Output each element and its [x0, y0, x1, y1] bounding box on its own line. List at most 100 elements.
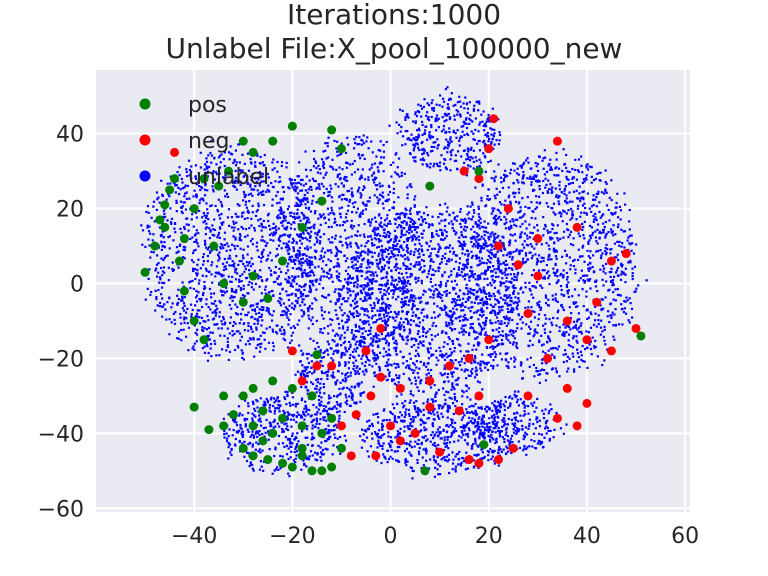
unlabel-point: [440, 308, 444, 312]
unlabel-point: [466, 254, 470, 258]
unlabel-point: [397, 212, 400, 216]
unlabel-point: [493, 247, 496, 250]
unlabel-point: [160, 293, 163, 296]
unlabel-point: [407, 116, 410, 119]
unlabel-point: [485, 334, 488, 337]
unlabel-point: [426, 368, 430, 371]
unlabel-point: [272, 281, 276, 284]
unlabel-point: [396, 216, 400, 219]
unlabel-point: [286, 265, 289, 268]
unlabel-point: [314, 413, 317, 416]
unlabel-point: [266, 399, 269, 403]
unlabel-point: [237, 346, 240, 349]
unlabel-point: [329, 300, 332, 303]
unlabel-point: [466, 369, 469, 372]
unlabel-point: [265, 309, 268, 312]
unlabel-point: [301, 370, 304, 373]
unlabel-point: [254, 161, 257, 164]
unlabel-point: [483, 277, 486, 281]
unlabel-point: [212, 228, 215, 231]
unlabel-point: [343, 410, 346, 414]
unlabel-point: [359, 289, 362, 292]
unlabel-point: [310, 188, 313, 191]
unlabel-point: [249, 441, 252, 445]
unlabel-point: [307, 226, 310, 230]
unlabel-point: [288, 277, 291, 280]
unlabel-point: [311, 419, 314, 422]
unlabel-point: [243, 265, 246, 268]
unlabel-point: [310, 202, 313, 205]
unlabel-point: [464, 96, 467, 99]
unlabel-point: [358, 135, 361, 139]
unlabel-point: [442, 128, 445, 131]
unlabel-point: [271, 227, 274, 230]
unlabel-point: [296, 432, 299, 435]
unlabel-point: [482, 226, 485, 229]
unlabel-point: [324, 428, 328, 431]
unlabel-point: [356, 329, 359, 333]
unlabel-point: [390, 364, 393, 367]
unlabel-point: [360, 250, 364, 253]
unlabel-point: [408, 138, 411, 141]
unlabel-point: [243, 399, 247, 402]
unlabel-point: [354, 295, 358, 298]
unlabel-point: [261, 255, 265, 258]
unlabel-point: [193, 342, 196, 345]
unlabel-point: [402, 321, 405, 324]
unlabel-point: [150, 290, 153, 294]
unlabel-point: [406, 186, 409, 189]
unlabel-point: [353, 369, 357, 373]
unlabel-point: [381, 202, 385, 205]
unlabel-point: [466, 132, 469, 135]
unlabel-point: [274, 425, 277, 428]
unlabel-point: [304, 436, 307, 439]
unlabel-point: [365, 241, 368, 244]
unlabel-point: [222, 274, 225, 277]
unlabel-point: [463, 107, 466, 110]
unlabel-point: [309, 337, 312, 340]
unlabel-point: [320, 158, 324, 161]
unlabel-point: [336, 403, 339, 406]
unlabel-point: [168, 333, 171, 336]
unlabel-point: [344, 361, 347, 364]
unlabel-point: [342, 220, 345, 223]
unlabel-point: [308, 408, 311, 412]
unlabel-point: [270, 274, 273, 277]
unlabel-point: [247, 430, 250, 433]
unlabel-point: [234, 312, 238, 315]
unlabel-point: [198, 309, 201, 312]
unlabel-point: [205, 160, 209, 163]
unlabel-point: [362, 345, 365, 348]
unlabel-point: [258, 448, 261, 451]
unlabel-point: [292, 459, 295, 462]
unlabel-point: [376, 355, 380, 358]
unlabel-point: [448, 337, 451, 341]
unlabel-point: [441, 232, 444, 236]
unlabel-point: [406, 288, 409, 291]
unlabel-point: [330, 225, 333, 228]
unlabel-point: [346, 291, 349, 294]
unlabel-point: [371, 163, 374, 166]
unlabel-point: [223, 436, 226, 439]
unlabel-point: [330, 357, 333, 360]
unlabel-point: [372, 357, 375, 360]
unlabel-point: [313, 212, 317, 215]
unlabel-point: [290, 413, 293, 417]
unlabel-point: [193, 304, 197, 307]
unlabel-point: [247, 405, 250, 408]
unlabel-point: [273, 409, 277, 412]
unlabel-point: [219, 246, 222, 249]
unlabel-point: [490, 364, 493, 367]
unlabel-point: [304, 400, 307, 403]
unlabel-point: [362, 308, 365, 311]
unlabel-point: [397, 381, 400, 384]
unlabel-point: [308, 259, 311, 263]
unlabel-point: [485, 361, 488, 365]
unlabel-point: [470, 130, 473, 133]
unlabel-point: [340, 303, 343, 306]
unlabel-point: [274, 225, 277, 228]
unlabel-point: [238, 440, 241, 444]
unlabel-point: [296, 256, 299, 260]
unlabel-point: [209, 229, 212, 232]
unlabel-point: [239, 423, 242, 427]
